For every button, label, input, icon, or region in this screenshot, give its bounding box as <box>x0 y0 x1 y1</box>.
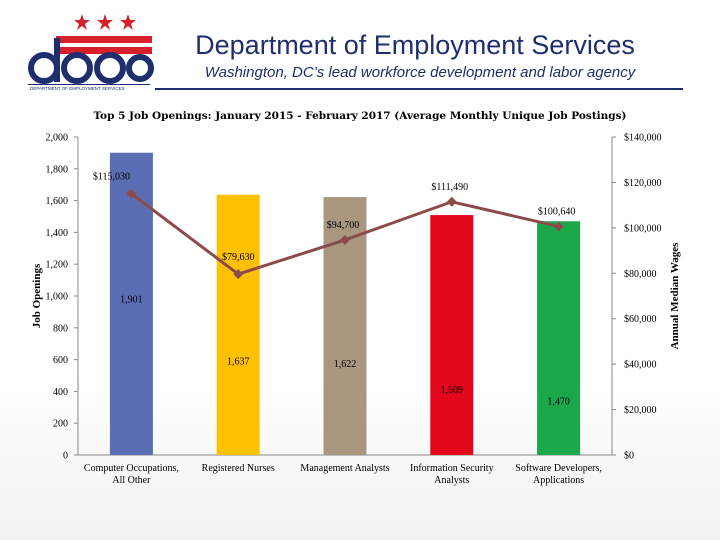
y-tick-label: 200 <box>53 419 68 430</box>
bar <box>537 221 581 455</box>
logo-stars-icon <box>74 14 136 30</box>
y2-tick-label: $60,000 <box>624 314 657 325</box>
y2-tick-label: $80,000 <box>624 269 657 280</box>
wage-point <box>340 234 350 245</box>
y-tick-label: 2,000 <box>46 133 69 144</box>
does-logo: DEPARTMENT OF EMPLOYMENT SERVICES <box>28 14 154 91</box>
y-tick-label: 1,200 <box>46 260 69 271</box>
y-tick-label: 0 <box>63 451 68 462</box>
logo-caption: DEPARTMENT OF EMPLOYMENT SERVICES <box>30 86 125 91</box>
wage-point <box>126 188 137 199</box>
bar-value-label: 1,637 <box>227 357 250 368</box>
x-tick-label: Software Developers, <box>515 463 602 474</box>
logo-rings-icon <box>28 38 154 84</box>
bar-value-label: 1,509 <box>441 385 464 396</box>
wage-value-label: $100,640 <box>538 206 576 217</box>
y2-tick-label: $140,000 <box>624 133 662 144</box>
y2-tick-label: $0 <box>624 451 634 462</box>
bar <box>430 215 474 455</box>
wage-value-label: $94,700 <box>327 220 360 231</box>
wage-value-label: $111,490 <box>431 182 468 193</box>
wage-point <box>553 221 564 232</box>
y2-tick-label: $100,000 <box>624 223 662 234</box>
y2-tick-label: $40,000 <box>624 360 657 371</box>
x-tick-label: Applications <box>533 475 584 486</box>
header-divider <box>155 88 683 90</box>
page-subtitle: Washington, DC’s lead workforce developm… <box>204 64 636 81</box>
y2-tick-label: $20,000 <box>624 405 657 416</box>
wage-value-label: $79,630 <box>222 252 255 263</box>
y-tick-label: 600 <box>53 355 68 366</box>
bar-value-label: 1,622 <box>334 359 357 370</box>
y-axis-title: Job Openings <box>31 263 43 328</box>
y-tick-label: 1,400 <box>46 228 69 239</box>
wage-point <box>446 196 457 207</box>
x-tick-label: Computer Occupations, <box>84 463 179 474</box>
y-tick-label: 1,600 <box>46 196 69 207</box>
bar <box>216 194 260 456</box>
bar-value-label: 1,470 <box>547 396 570 407</box>
wage-value-label: $115,030 <box>93 172 130 183</box>
y-tick-label: 1,000 <box>46 292 69 303</box>
wage-point <box>233 269 244 280</box>
y-tick-label: 800 <box>53 323 68 334</box>
x-tick-label: Information Security <box>410 463 494 474</box>
y2-tick-label: $120,000 <box>624 178 662 189</box>
y2-axis-title: Annual Median Wages <box>669 242 681 349</box>
page-title: Department of Employment Services <box>195 30 635 60</box>
x-tick-label: All Other <box>112 475 151 486</box>
y-tick-label: 400 <box>53 387 68 398</box>
chart-title: Top 5 Job Openings: January 2015 - Febru… <box>93 110 627 122</box>
x-tick-label: Analysts <box>434 475 469 486</box>
x-tick-label: Registered Nurses <box>202 463 275 474</box>
y-tick-label: 1,800 <box>46 164 69 175</box>
bar-value-label: 1,901 <box>120 295 143 306</box>
x-tick-label: Management Analysts <box>300 463 389 474</box>
